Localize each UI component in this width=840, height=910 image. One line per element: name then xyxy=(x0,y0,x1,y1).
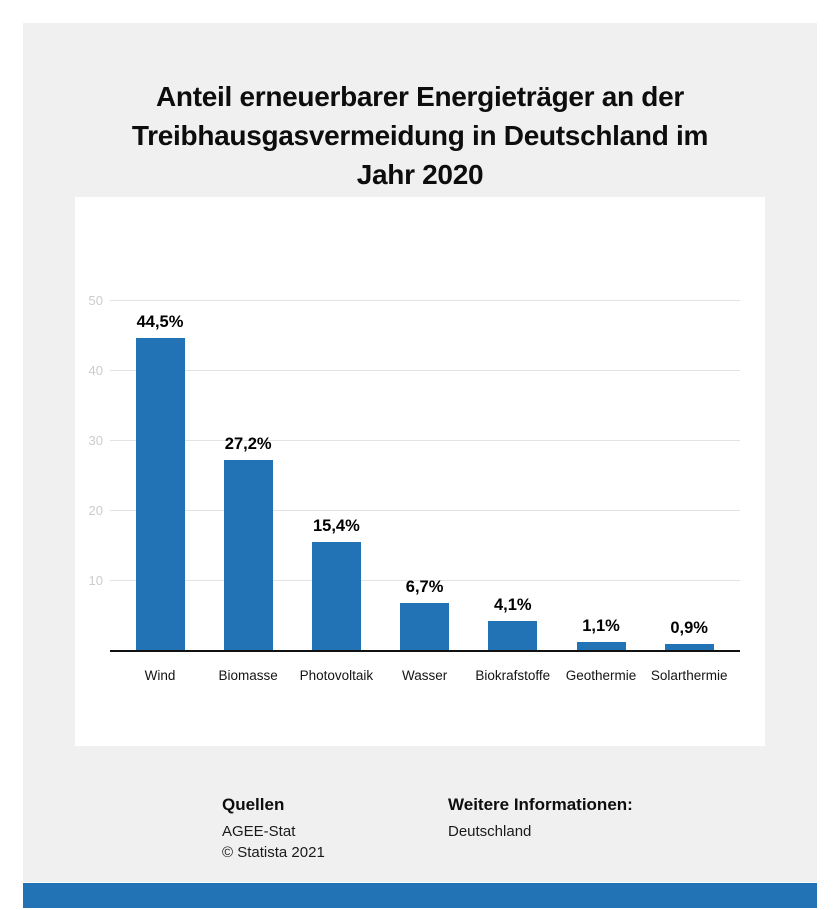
chart-title-line: Anteil erneuerbarer Energieträger an der xyxy=(156,81,684,112)
bar-value-label: 0,9% xyxy=(670,619,708,637)
gridline-50 xyxy=(110,300,740,301)
bar-value-label: 44,5% xyxy=(136,313,184,331)
bar-solarthermie xyxy=(664,644,714,650)
chart-title: Anteil erneuerbarer Energieträger an der… xyxy=(23,77,817,194)
y-axis-tick-label: 10 xyxy=(88,573,103,588)
bar-photovoltaik xyxy=(311,542,361,650)
bar-value-label: 27,2% xyxy=(224,435,272,453)
more-info-block: Weitere Informationen: Deutschland xyxy=(448,795,633,843)
gridline-40 xyxy=(110,370,740,371)
bar-value-label: 6,7% xyxy=(405,578,444,596)
bar-biomasse xyxy=(223,460,273,650)
bar-wasser xyxy=(400,603,450,650)
source-line: © Statista 2021 xyxy=(222,843,325,861)
sources-block: Quellen AGEE-Stat © Statista 2021 xyxy=(222,795,325,863)
gridline-30 xyxy=(110,440,740,441)
statista-brand-bar xyxy=(23,883,817,908)
y-axis-tick-label: 30 xyxy=(88,433,103,448)
x-axis-category-label: Biomasse xyxy=(218,668,278,683)
sources-heading: Quellen xyxy=(222,795,285,814)
bar-value-label: 15,4% xyxy=(312,517,360,535)
x-axis-category-label: Photovoltaik xyxy=(299,668,374,683)
spacer xyxy=(448,815,633,822)
x-axis-line xyxy=(110,650,740,652)
x-axis-category-label: Solarthermie xyxy=(650,668,728,683)
more-info-value: Deutschland xyxy=(448,823,532,840)
x-axis-category-label: Wind xyxy=(144,668,176,683)
bar-biokrafstoffe xyxy=(488,621,538,650)
bar-geothermie xyxy=(576,642,626,650)
chart-area: 10 20 30 40 50 44,5% Wind 27,2% Biomasse 15,4% Pho… xyxy=(75,197,765,746)
gridline-20 xyxy=(110,510,740,511)
gridline-10 xyxy=(110,580,740,581)
chart-title-line: Treibhausgasvermeidung in Deutschland im xyxy=(131,120,709,151)
infographic-card: Anteil erneuerbarer Energieträger an der… xyxy=(23,23,817,882)
x-axis-category-label: Biokrafstoffe xyxy=(475,668,551,683)
x-axis-category-label: Geothermie xyxy=(565,668,637,683)
bar-wind xyxy=(135,338,185,650)
spacer xyxy=(222,815,325,822)
more-info-heading: Weitere Informationen: xyxy=(448,795,633,814)
bar-value-label: 4,1% xyxy=(493,596,532,614)
chart-title-line: Jahr 2020 xyxy=(356,159,484,190)
bar-value-label: 1,1% xyxy=(582,617,620,635)
y-axis-tick-label: 20 xyxy=(88,503,103,518)
source-line: AGEE-Stat xyxy=(222,823,296,840)
y-axis-tick-label: 50 xyxy=(88,293,103,308)
y-axis-tick-label: 40 xyxy=(88,363,103,378)
x-axis-category-label: Wasser xyxy=(401,668,448,683)
